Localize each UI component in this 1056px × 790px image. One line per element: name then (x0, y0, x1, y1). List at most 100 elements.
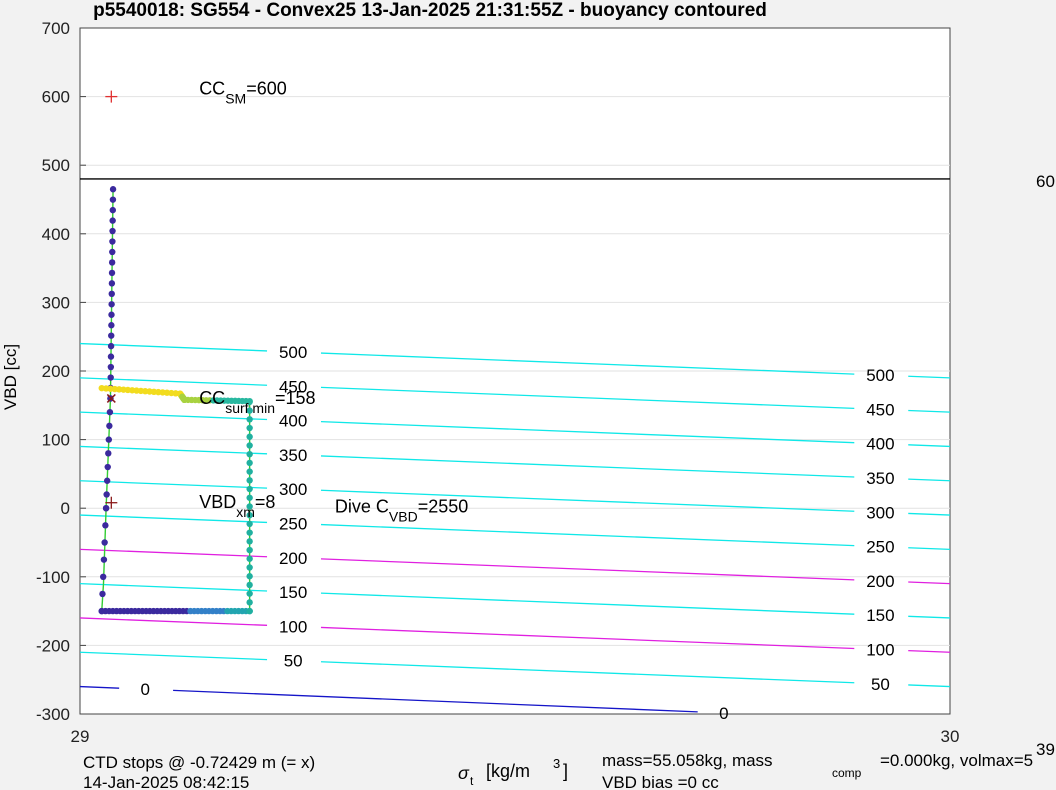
contour-line-400 (908, 444, 951, 448)
footer-timestamp: 14-Jan-2025 08:42:15 (83, 773, 249, 790)
contour-line-500 (320, 352, 855, 375)
dive-point (246, 512, 253, 519)
contour-label-400: 400 (279, 412, 307, 431)
dive-point (109, 217, 116, 224)
contour-label-500: 500 (279, 343, 307, 362)
annotations: CCSM=600 CCsurf min=158 VBDxm=8 Dive CVBD=2… (199, 79, 468, 525)
contour-line-0 (173, 689, 698, 713)
contour-line-400 (320, 421, 855, 444)
y-tick-label: -300 (36, 705, 70, 724)
contour-line-200 (320, 558, 855, 581)
dive-point (246, 573, 253, 580)
contour-line-50 (79, 651, 268, 661)
footer-info: CTD stops @ -0.72429 m (= x) 14-Jan-2025… (83, 740, 1055, 790)
contour-line-0 (79, 685, 120, 689)
contour-line-300 (79, 480, 268, 489)
dive-point (246, 538, 253, 545)
dive-point (246, 433, 253, 440)
contour-label-350: 350 (866, 469, 894, 488)
dive-point (102, 505, 110, 512)
y-axis-label: VBD [cc] (1, 344, 20, 410)
x-axis-label: σ t [kg/m 3 ] (458, 756, 568, 788)
dive-point (105, 436, 113, 443)
contour-line-150 (908, 615, 951, 619)
y-tick-label: 100 (42, 431, 70, 450)
contour-label-100: 100 (279, 617, 307, 636)
y-tick-label: -200 (36, 636, 70, 655)
dive-point (107, 353, 115, 360)
contour-label-150: 150 (279, 583, 307, 602)
dive-point (246, 485, 253, 493)
contour-line-350 (908, 478, 951, 482)
contour-label-450: 450 (866, 400, 894, 419)
dive-point (246, 590, 253, 597)
dive-point (246, 581, 253, 589)
dive-point (246, 546, 253, 554)
dive-point (108, 259, 116, 266)
y-tick-label: 500 (42, 156, 70, 175)
footer-mass-sub: comp (832, 766, 862, 780)
contour-line-300 (320, 489, 855, 512)
x-axis-label-symbol: σ (458, 763, 470, 783)
y-tick-label: 300 (42, 293, 70, 312)
dive-point (246, 529, 253, 536)
x-axis-label-sub: t (470, 774, 474, 788)
contour-line-250 (908, 547, 951, 551)
dive-point (101, 539, 108, 546)
x-tick-label: 29 (71, 727, 90, 746)
dive-point (108, 280, 116, 287)
x-axis-label-sup: 3 (553, 756, 560, 771)
contour-line-50 (908, 684, 951, 688)
contour-line-450 (320, 386, 855, 410)
annotation: VBDxm=8 (199, 492, 275, 520)
contour-label-400: 400 (866, 435, 894, 454)
dive-point (246, 564, 253, 571)
contour-line-100 (320, 626, 855, 650)
dive-point (104, 463, 111, 471)
contour-line-100 (908, 649, 951, 653)
contour-label-0: 0 (141, 680, 150, 699)
contour-line-150 (79, 583, 268, 592)
contour-line-350 (79, 445, 268, 455)
contour-line-450 (908, 409, 951, 413)
y-tick-label: 700 (42, 19, 70, 38)
contour-line-50 (320, 661, 855, 684)
grid-lines (80, 96, 950, 646)
dive-point (109, 206, 116, 214)
dive-point (246, 520, 253, 528)
footer-mass: mass=55.058kg, mass (602, 751, 773, 770)
dive-point (109, 248, 116, 256)
dive-point (246, 503, 253, 510)
contour-label-200: 200 (279, 549, 307, 568)
dive-point (246, 424, 253, 432)
contour-label-350: 350 (279, 446, 307, 465)
dive-point (108, 332, 115, 339)
marker-x (106, 393, 116, 403)
dive-point (246, 459, 253, 467)
footer-volmax: =0.000kg, volmax=5 (880, 751, 1033, 770)
dive-point (103, 477, 111, 484)
contour-line-150 (320, 592, 855, 615)
contour-label-250: 250 (279, 514, 307, 533)
dive-point (246, 450, 253, 458)
contour-line-250 (79, 514, 268, 524)
dive-point (109, 238, 116, 245)
dive-point (107, 374, 114, 381)
contour-label-50: 50 (284, 652, 303, 671)
contour-label-250: 250 (866, 538, 894, 557)
contour-label-450: 450 (279, 377, 307, 396)
annotation: CCsurf min=158 (199, 388, 315, 416)
dive-point (105, 450, 112, 457)
contour-label-200: 200 (866, 572, 894, 591)
surface-point (246, 397, 253, 405)
contour-line-350 (320, 455, 855, 478)
contour-line-200 (908, 581, 951, 585)
dive-point (246, 442, 253, 449)
dive-point (246, 494, 253, 501)
dive-point (100, 573, 107, 580)
dive-point (103, 491, 110, 498)
y-tick-label: 600 (42, 88, 70, 107)
annotation: Dive CVBD=2550 (335, 496, 468, 524)
